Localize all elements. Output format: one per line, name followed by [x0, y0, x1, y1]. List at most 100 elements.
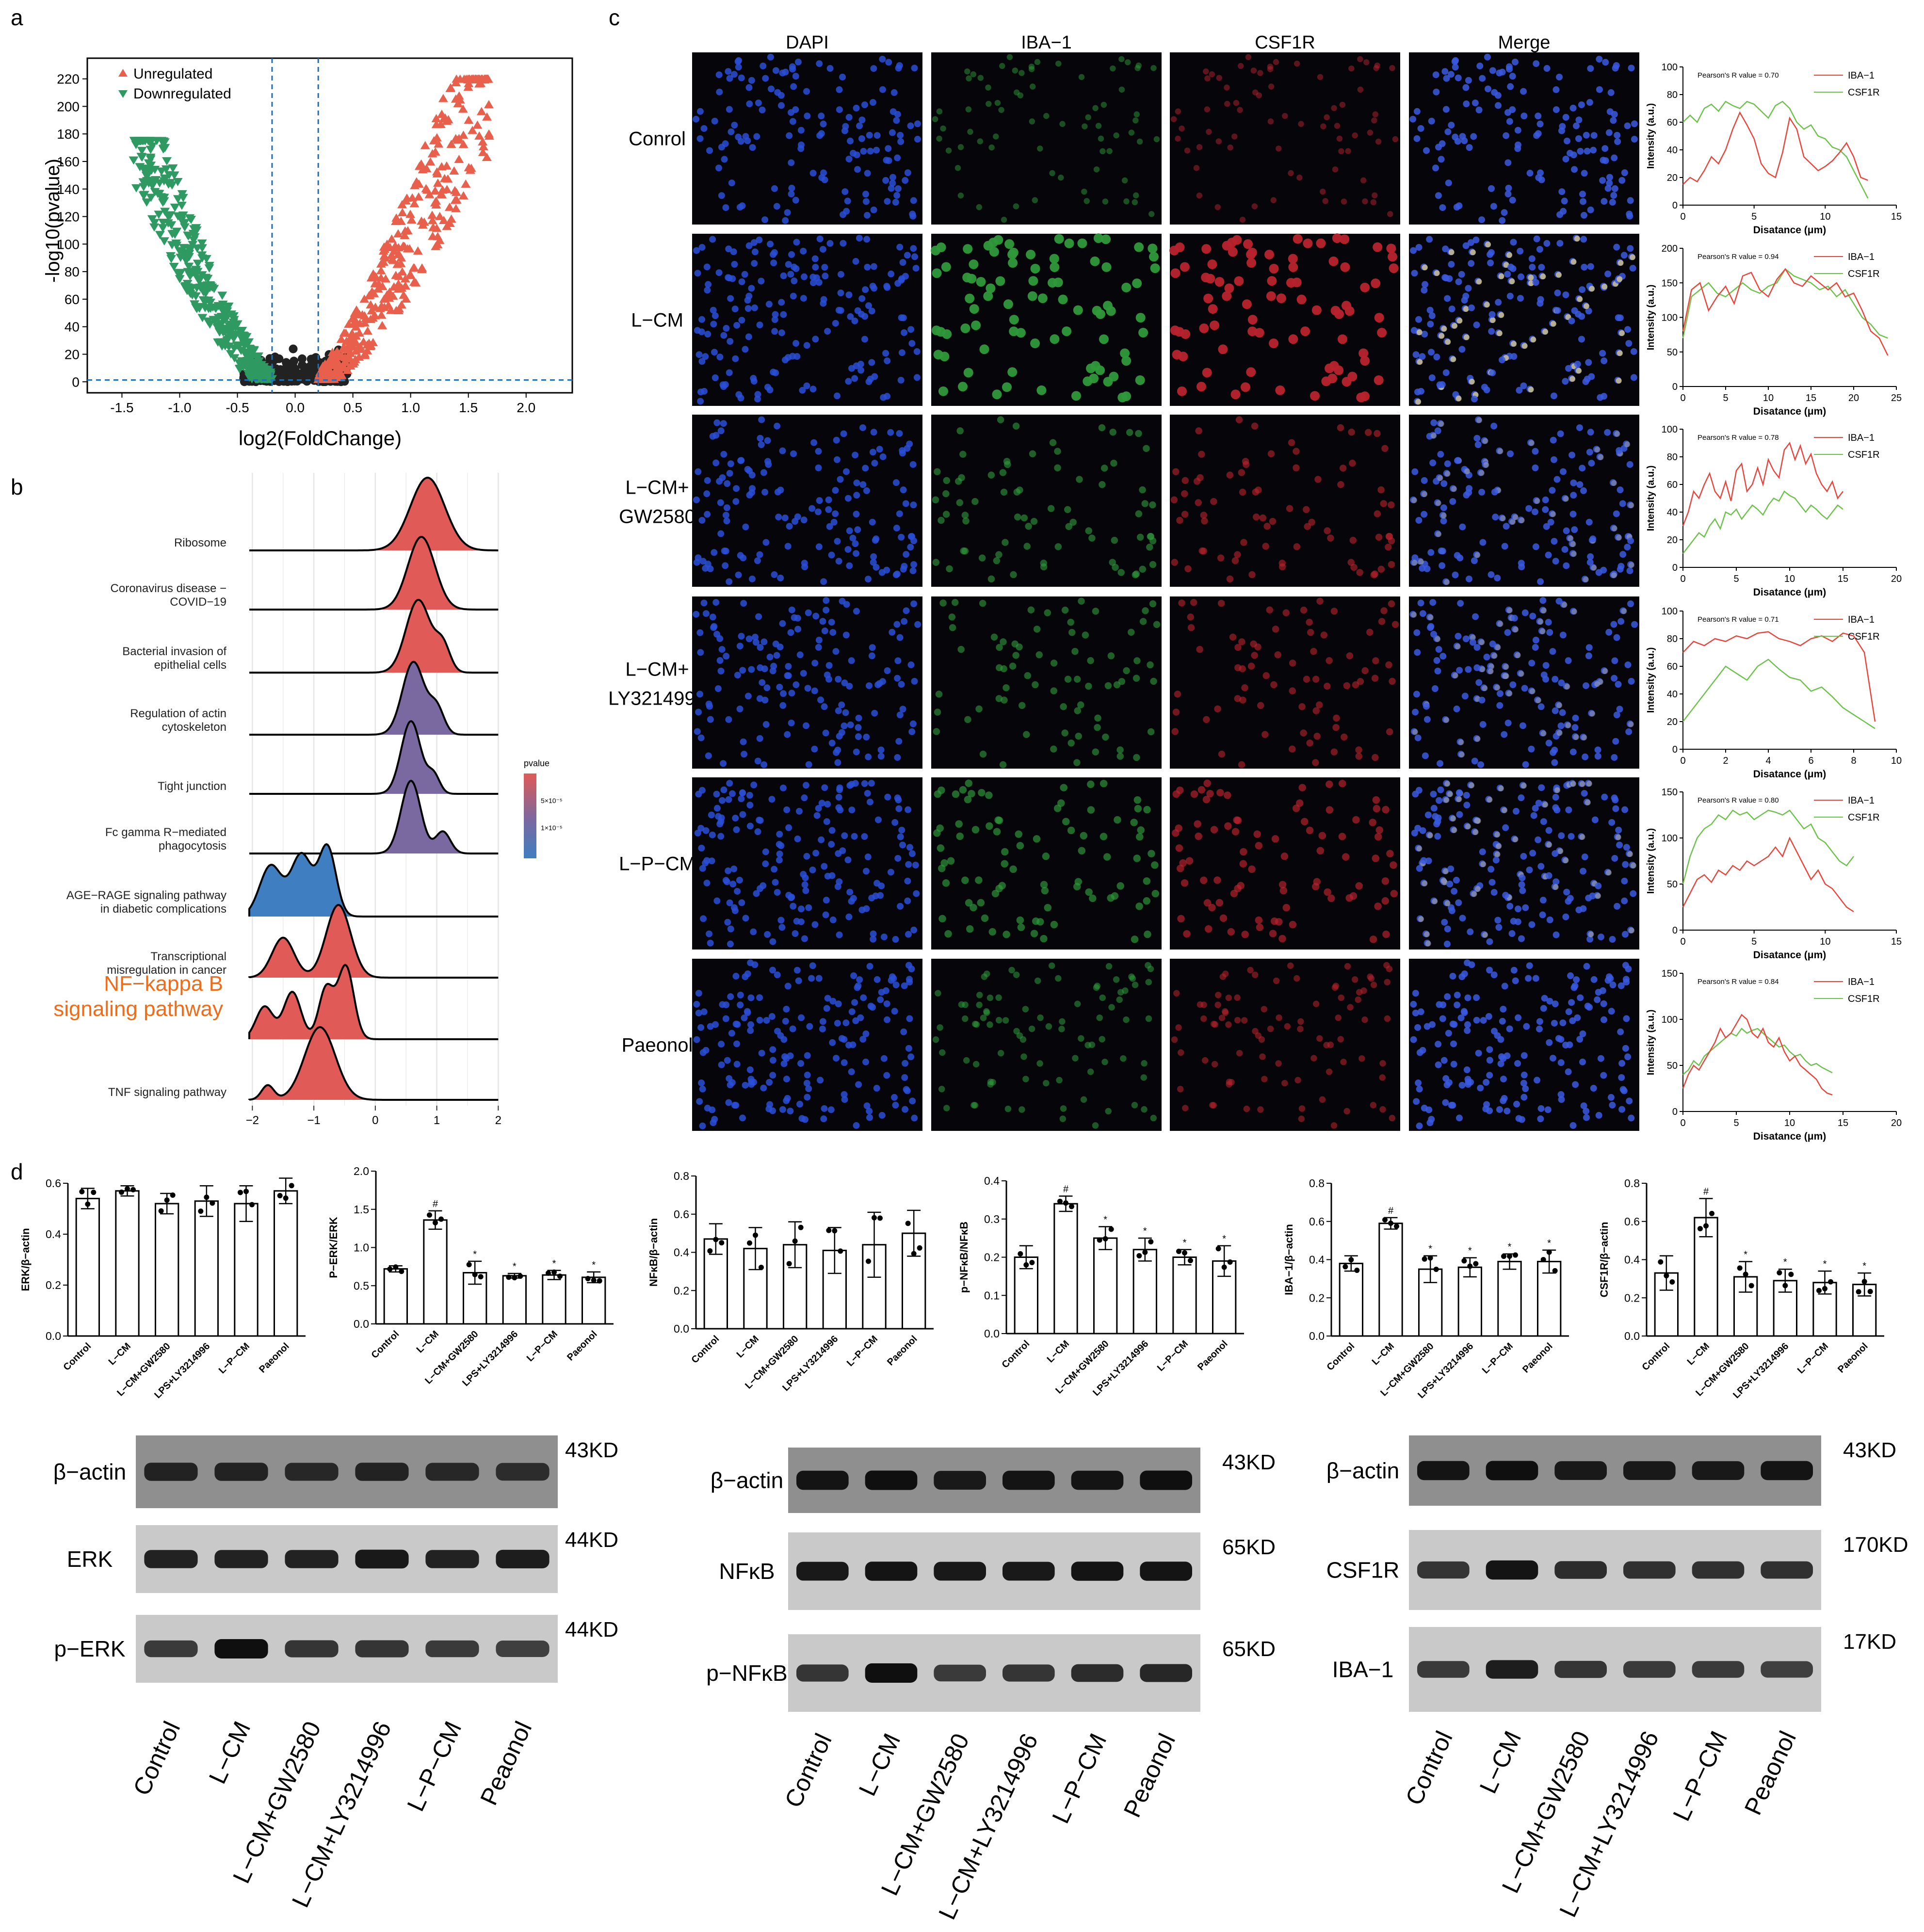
- signal-dot: [1298, 703, 1306, 710]
- merge-dot: [1601, 1016, 1608, 1023]
- data-point: [204, 1194, 210, 1200]
- merge-overlap-dot: [1475, 886, 1481, 892]
- nucleus-dot: [696, 629, 704, 636]
- profile-xtick-label: 10: [1820, 211, 1830, 222]
- signal-dot: [1098, 135, 1104, 142]
- nucleus-dot: [800, 670, 807, 677]
- nucleus-dot: [863, 236, 871, 243]
- volcano-point-up: [449, 166, 459, 175]
- signal-dot: [1029, 83, 1036, 90]
- signal-dot: [980, 1014, 987, 1021]
- signal-dot: [1255, 916, 1263, 924]
- merge-overlap-dot: [1594, 447, 1601, 453]
- nucleus-dot: [798, 1014, 805, 1021]
- nucleus-dot: [762, 860, 769, 868]
- legend-down-marker: [118, 90, 128, 98]
- nucleus-dot: [716, 635, 724, 642]
- nucleus-dot: [823, 1005, 830, 1012]
- data-point: [1142, 1249, 1148, 1255]
- merge-overlap-dot: [1570, 781, 1576, 787]
- profile-xtick-label: 10: [1784, 1118, 1795, 1128]
- signal-dot: [936, 108, 943, 115]
- nucleus-dot: [812, 336, 819, 343]
- merge-dot: [1427, 321, 1434, 328]
- signal-dot: [1029, 450, 1036, 458]
- merge-overlap-dot: [1512, 836, 1519, 842]
- merge-dot: [1506, 902, 1514, 910]
- merge-dot: [1503, 523, 1510, 530]
- data-point: [79, 1189, 85, 1194]
- merge-dot: [1417, 125, 1424, 132]
- nucleus-dot: [905, 806, 912, 813]
- signal-dot: [1148, 243, 1158, 254]
- merge-dot: [1519, 887, 1526, 894]
- nucleus-dot: [726, 75, 733, 82]
- merge-dot: [1559, 1019, 1567, 1027]
- nucleus-dot: [751, 304, 758, 311]
- merge-dot: [1456, 811, 1463, 818]
- merge-dot: [1614, 902, 1621, 910]
- merge-overlap-dot: [1541, 608, 1547, 614]
- nucleus-dot: [693, 1000, 700, 1008]
- merge-overlap-dot: [1542, 802, 1549, 808]
- nucleus-dot: [844, 197, 851, 205]
- merge-dot: [1434, 427, 1441, 435]
- volcano-points: [129, 74, 494, 386]
- signal-dot: [1128, 129, 1135, 136]
- signal-dot: [1251, 971, 1259, 979]
- signal-dot: [941, 262, 951, 272]
- signal-dot: [1028, 66, 1035, 72]
- merge-dot: [1539, 729, 1546, 737]
- merge-dot: [1602, 157, 1609, 164]
- nucleus-dot: [804, 1094, 811, 1101]
- nucleus-dot: [716, 354, 724, 361]
- nucleus-dot: [811, 745, 818, 753]
- blot-band: [355, 1549, 409, 1569]
- nucleus-dot: [752, 639, 760, 646]
- bar-category-label: L−CM: [1045, 1338, 1071, 1365]
- signal-dot: [966, 925, 974, 933]
- ridge-pathway-label: Tight junction: [158, 780, 226, 793]
- nucleus-dot: [728, 790, 736, 797]
- signal-dot: [1203, 716, 1210, 724]
- merge-overlap-dot: [1586, 781, 1592, 787]
- merge-dot: [1496, 1106, 1503, 1113]
- signal-dot: [1372, 796, 1380, 804]
- merge-dot: [1557, 1091, 1565, 1098]
- nucleus-dot: [698, 244, 706, 251]
- merge-dot: [1538, 628, 1545, 635]
- signal-dot: [1133, 111, 1140, 117]
- signal-dot: [1132, 571, 1139, 579]
- merge-overlap-dot: [1571, 609, 1577, 615]
- signal-dot: [952, 790, 960, 798]
- profile-xtick-label: 2: [1723, 756, 1728, 766]
- nucleus-dot: [898, 349, 905, 356]
- merge-overlap-dot: [1495, 644, 1501, 651]
- signal-dot: [1225, 994, 1232, 1001]
- merge-dot: [1626, 461, 1633, 468]
- volcano-point-down: [146, 161, 156, 170]
- signal-dot: [1171, 728, 1179, 735]
- blot-band: [425, 1550, 479, 1568]
- merge-dot: [1601, 145, 1609, 152]
- merge-dot: [1584, 375, 1591, 383]
- merge-dot: [1627, 501, 1634, 509]
- nucleus-dot: [779, 702, 787, 709]
- nucleus-dot: [832, 648, 840, 655]
- merge-overlap-dot: [1556, 730, 1563, 736]
- signal-dot: [1224, 791, 1231, 799]
- nucleus-dot: [864, 576, 872, 583]
- signal-dot: [1279, 886, 1288, 895]
- volcano-point-up: [414, 161, 424, 170]
- nucleus-dot: [700, 125, 708, 132]
- merge-dot: [1461, 692, 1469, 700]
- nucleus-dot: [734, 1021, 741, 1028]
- signal-dot: [1364, 429, 1372, 436]
- nucleus-dot: [765, 461, 772, 468]
- merge-overlap-dot: [1417, 359, 1423, 365]
- merge-overlap-dot: [1487, 797, 1493, 803]
- signal-dot: [1294, 1077, 1301, 1084]
- data-point: [119, 1189, 124, 1195]
- merge-dot: [1419, 353, 1426, 360]
- signal-dot: [1332, 724, 1340, 731]
